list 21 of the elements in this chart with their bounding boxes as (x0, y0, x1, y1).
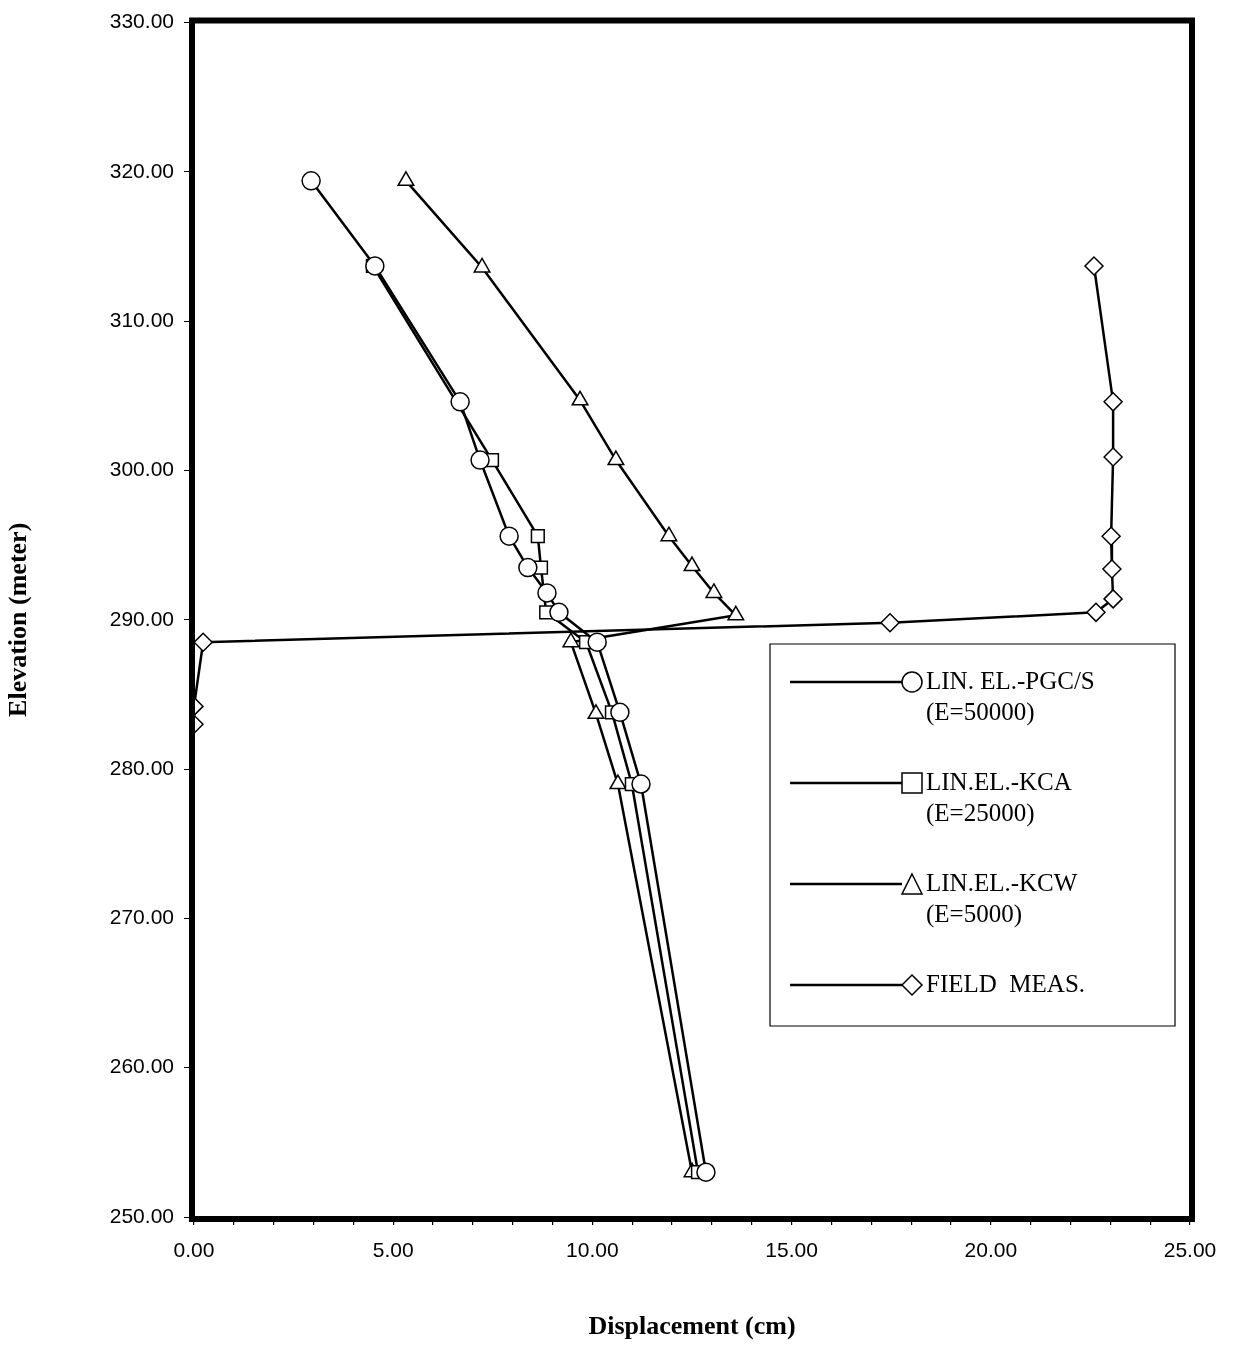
x-axis-title: Displacement (cm) (588, 1311, 796, 1341)
x-tick-label: 10.00 (566, 1238, 619, 1262)
y-tick-label: 310.00 (109, 308, 174, 331)
x-tick-label: 5.00 (372, 1238, 414, 1262)
y-tick-label: 290.00 (109, 606, 174, 630)
x-tick-label: 15.00 (765, 1238, 818, 1262)
y-tick-label: 300.00 (109, 457, 174, 481)
x-tick-label: 0.00 (173, 1238, 215, 1262)
y-tick-label: 280.00 (109, 755, 174, 779)
y-tick-label: 260.00 (109, 1054, 174, 1078)
y-tick-label: 330.00 (109, 9, 174, 33)
legend-label: LIN. EL.-PGC/S (E=50000) (926, 666, 1095, 726)
x-tick-label: 25.00 (1163, 1238, 1217, 1262)
x-tick-label: 20.00 (964, 1238, 1018, 1262)
legend-label: FIELD MEAS. (926, 969, 1086, 997)
y-tick-label: 270.00 (109, 905, 174, 929)
y-axis-title: Elevation (meter) (3, 522, 33, 717)
y-tick-label: 250.00 (109, 1203, 174, 1227)
y-tick-label: 320.00 (109, 158, 174, 182)
legend-label: LIN.EL.-KCW (E=5000) (926, 868, 1078, 928)
legend-label: LIN.EL.-KCA (E=25000) (926, 767, 1072, 827)
